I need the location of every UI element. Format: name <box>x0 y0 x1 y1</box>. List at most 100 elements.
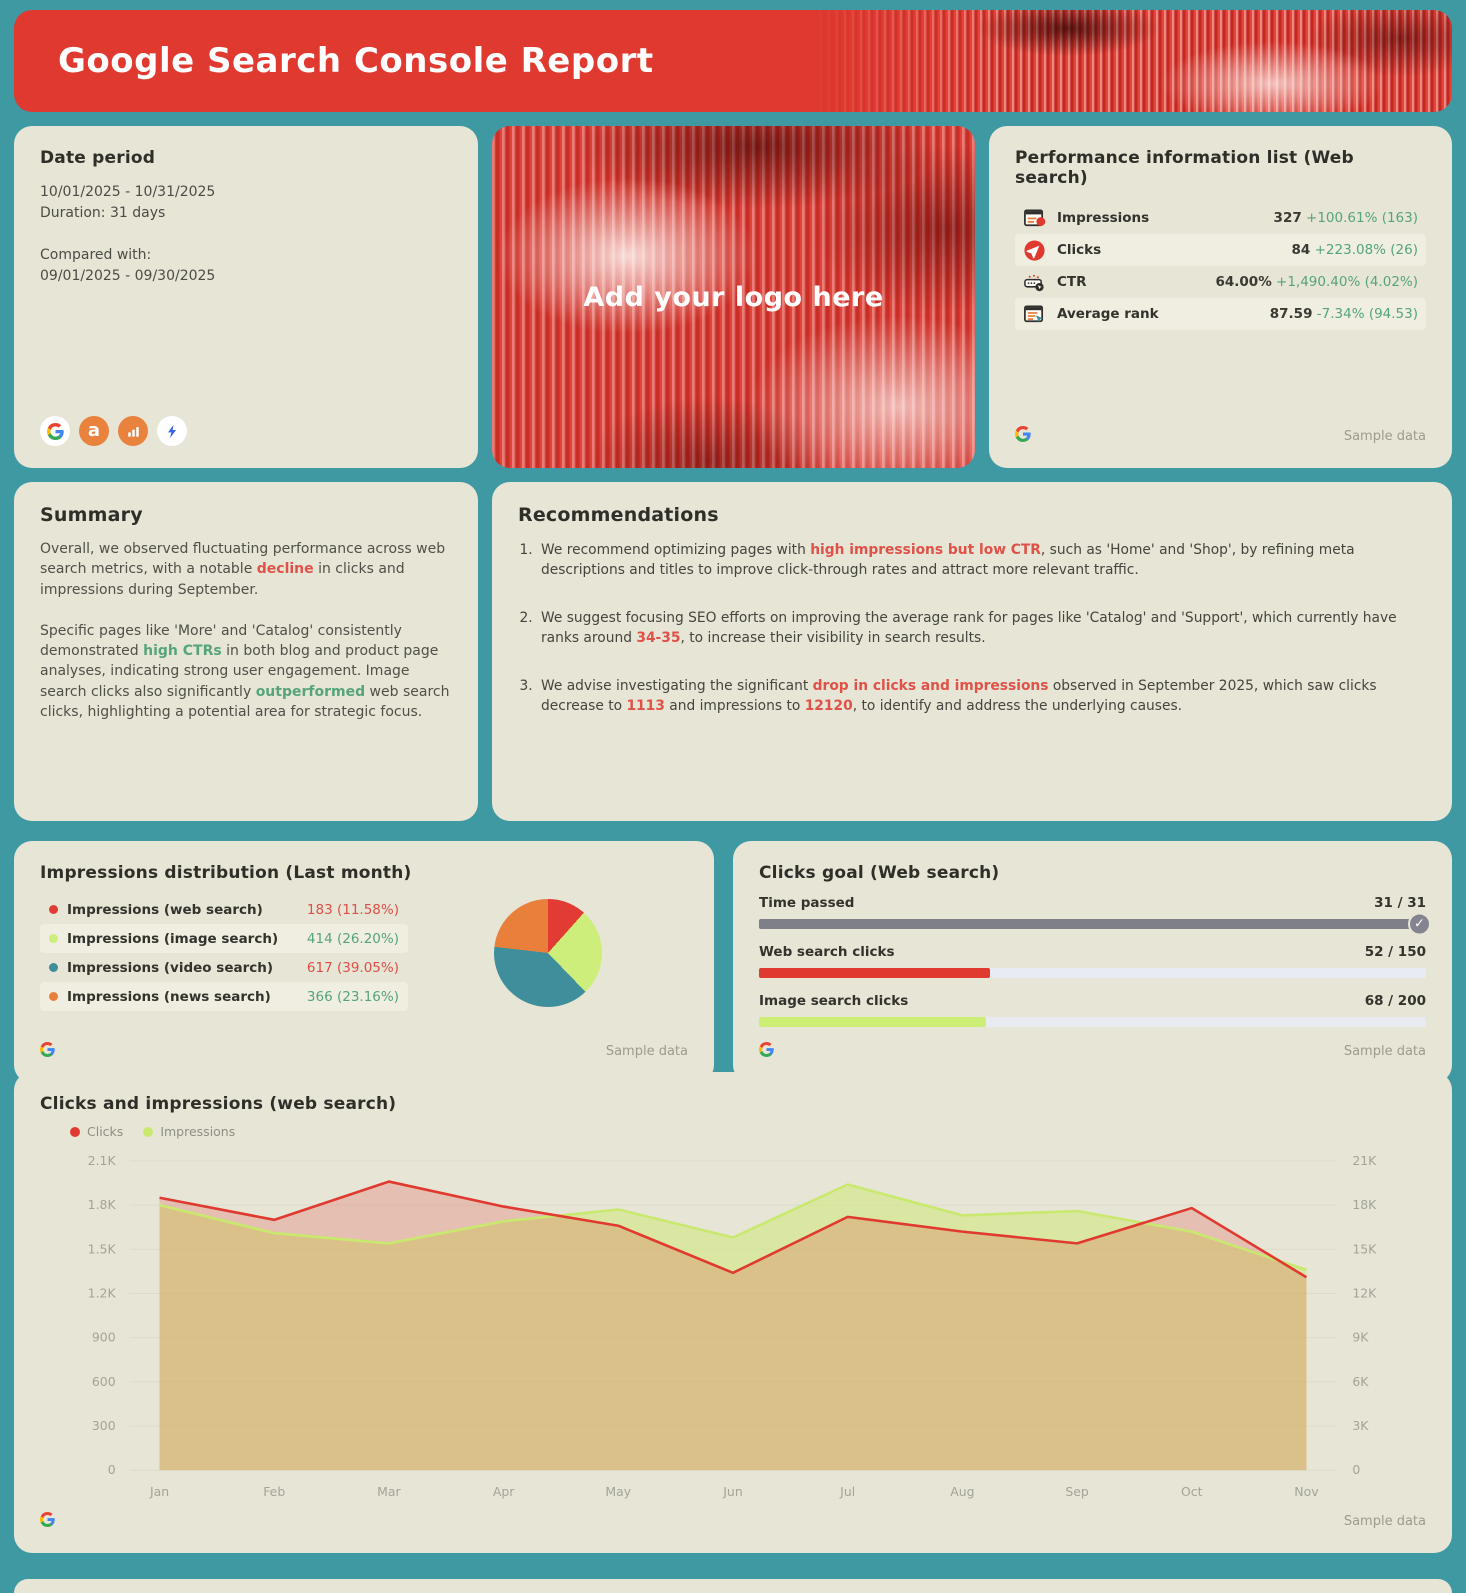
date-period-lines: 10/01/2025 - 10/31/2025 Duration: 31 day… <box>40 182 452 287</box>
legend-item-clicks: Clicks <box>70 1124 123 1139</box>
svg-text:600: 600 <box>92 1374 116 1389</box>
logo-texture-decoration <box>492 126 975 468</box>
bolt-icon <box>157 416 187 446</box>
svg-text:Aug: Aug <box>950 1484 974 1499</box>
svg-text:12K: 12K <box>1352 1285 1377 1300</box>
svg-text:18K: 18K <box>1352 1197 1377 1212</box>
logo-placeholder-card: Add your logo here <box>492 126 975 468</box>
sample-data-note: Sample data <box>1343 1044 1426 1059</box>
google-icon <box>40 1512 55 1531</box>
report-title: Google Search Console Report <box>58 41 654 81</box>
summary-paragraph: Specific pages like 'More' and 'Catalog'… <box>40 622 450 721</box>
svg-text:0: 0 <box>108 1462 116 1477</box>
clicks-icon <box>1024 239 1045 261</box>
recommendations-list: We recommend optimizing pages with high … <box>537 540 1426 744</box>
goal-value: 31 / 31 <box>1374 895 1426 911</box>
summary-title: Summary <box>40 504 143 526</box>
summary-paragraph: Overall, we observed fluctuating perform… <box>40 541 446 598</box>
clicks-goal-title: Clicks goal (Web search) <box>759 863 1000 883</box>
clicks-goal-card: Clicks goal (Web search) Time passed 31 … <box>733 841 1452 1083</box>
compared-range: 09/01/2025 - 09/30/2025 <box>40 268 216 284</box>
svg-text:Apr: Apr <box>493 1484 515 1499</box>
legend-item-impressions: Impressions <box>143 1124 235 1139</box>
legend-dot <box>143 1126 154 1137</box>
metric-label: Impressions <box>1057 210 1150 226</box>
date-period-title: Date period <box>40 148 156 168</box>
metric-label: Clicks <box>1057 242 1102 258</box>
recommendation-item: We advise investigating the significant … <box>537 676 1426 716</box>
metric-label: Average rank <box>1057 306 1159 322</box>
goal-complete-check-icon: ✓ <box>1408 912 1431 936</box>
recommendations-title: Recommendations <box>518 504 719 526</box>
metric-value: 87.59 <box>1269 306 1313 322</box>
recommendations-card: Recommendations We recommend optimizing … <box>492 482 1452 821</box>
clicks-impressions-chart-card: Clicks and impressions (web search) Clic… <box>14 1072 1452 1553</box>
middle-row: Impressions distribution (Last month) Im… <box>14 841 1452 1083</box>
legend-item-news-search: Impressions (news search) 366 (23.16%) <box>40 982 408 1011</box>
rank-icon <box>1024 304 1044 322</box>
performance-row-impressions: Impressions 327 +100.61% (163) <box>1015 202 1426 234</box>
recommendation-item: We suggest focusing SEO efforts on impro… <box>537 608 1426 648</box>
sample-data-note: Sample data <box>1343 1514 1426 1529</box>
legend-item-image-search: Impressions (image search) 414 (26.20%) <box>40 924 408 953</box>
svg-text:Jul: Jul <box>839 1484 855 1499</box>
performance-row-ctr: CTR 64.00% +1,490.40% (4.02%) <box>1015 266 1426 298</box>
goal-row-web-search-clicks: Web search clicks 52 / 150 <box>759 944 1426 978</box>
progress-fill <box>759 1017 986 1027</box>
metric-change: -7.34% (94.53) <box>1316 306 1418 322</box>
goal-value: 52 / 150 <box>1364 944 1426 960</box>
svg-text:15K: 15K <box>1352 1241 1377 1256</box>
svg-text:900: 900 <box>92 1330 116 1345</box>
summary-card: Summary Overall, we observed fluctuating… <box>14 482 478 821</box>
svg-text:0: 0 <box>1352 1462 1360 1477</box>
legend-dot <box>49 934 58 943</box>
logo-placeholder-text: Add your logo here <box>583 281 884 313</box>
legend-label: Impressions (web search) <box>67 901 263 918</box>
legend-dot <box>49 905 58 914</box>
svg-text:3K: 3K <box>1352 1418 1369 1433</box>
recommendation-item: We recommend optimizing pages with high … <box>537 540 1426 580</box>
legend-label: Impressions (image search) <box>67 930 279 947</box>
performance-row-average-rank: Average rank 87.59 -7.34% (94.53) <box>1015 298 1426 330</box>
date-period-card: Date period 10/01/2025 - 10/31/2025 Dura… <box>14 126 478 468</box>
performance-row-clicks: Clicks 84 +223.08% (26) <box>1015 234 1426 266</box>
svg-text:Nov: Nov <box>1294 1484 1318 1499</box>
svg-text:Mar: Mar <box>377 1484 401 1499</box>
metric-change: +223.08% (26) <box>1314 242 1418 258</box>
report-header: Google Search Console Report <box>14 10 1452 112</box>
svg-text:2.1K: 2.1K <box>88 1153 117 1168</box>
area-chart-title: Clicks and impressions (web search) <box>40 1094 397 1114</box>
svg-text:Oct: Oct <box>1181 1484 1203 1499</box>
goal-rows: Time passed 31 / 31 ✓ Web search clicks … <box>759 895 1431 1042</box>
legend-label: Impressions (video search) <box>67 959 274 976</box>
svg-text:Sep: Sep <box>1065 1484 1089 1499</box>
progress-track <box>759 1017 1426 1027</box>
legend-label: Impressions (news search) <box>67 988 271 1005</box>
impressions-pie-chart <box>494 899 602 1007</box>
sample-data-note: Sample data <box>605 1044 688 1059</box>
sample-data-note: Sample data <box>1343 428 1426 444</box>
goal-row-time-passed: Time passed 31 / 31 ✓ <box>759 895 1431 936</box>
distribution-legend: Impressions (web search) 183 (11.58%) Im… <box>40 895 408 1011</box>
goal-label: Web search clicks <box>759 944 895 960</box>
impressions-distribution-card: Impressions distribution (Last month) Im… <box>14 841 714 1083</box>
legend-dot <box>49 992 58 1001</box>
svg-text:1.5K: 1.5K <box>88 1241 117 1256</box>
google-icon <box>40 416 70 446</box>
compared-with-label: Compared with: <box>40 247 152 263</box>
header-texture-decoration <box>812 10 1452 112</box>
legend-item-video-search: Impressions (video search) 617 (39.05%) <box>40 953 408 982</box>
area-chart-legend: Clicks Impressions <box>70 1124 1426 1139</box>
goal-label: Time passed <box>759 895 855 911</box>
date-range: 10/01/2025 - 10/31/2025 <box>40 184 216 200</box>
svg-text:1.2K: 1.2K <box>88 1285 117 1300</box>
legend-item-web-search: Impressions (web search) 183 (11.58%) <box>40 895 408 924</box>
google-icon <box>759 1042 774 1061</box>
top-row: Date period 10/01/2025 - 10/31/2025 Dura… <box>14 126 1452 468</box>
progress-fill <box>759 919 1426 929</box>
svg-text:9K: 9K <box>1352 1330 1369 1345</box>
legend-dot <box>70 1126 80 1137</box>
progress-track <box>759 968 1426 978</box>
goal-row-image-search-clicks: Image search clicks 68 / 200 <box>759 993 1426 1027</box>
ctr-icon <box>1024 274 1044 291</box>
